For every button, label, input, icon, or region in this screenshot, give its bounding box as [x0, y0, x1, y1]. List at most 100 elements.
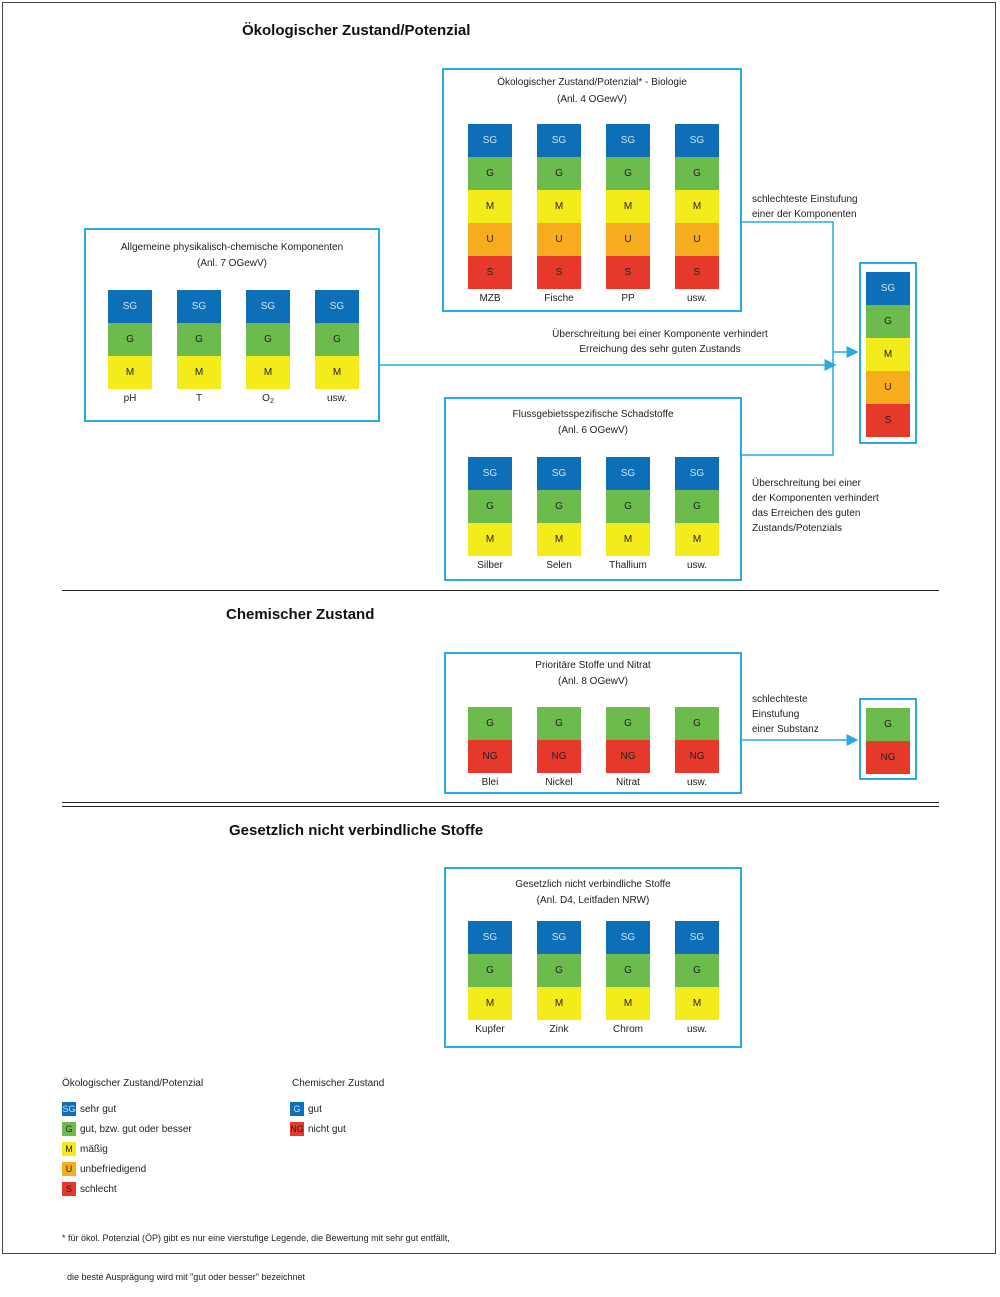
column-label: usw.	[662, 293, 732, 304]
rating-cell-sg: SG	[537, 124, 581, 157]
rating-cell-sg: SG	[537, 921, 581, 954]
legend-text: nicht gut	[308, 1123, 346, 1135]
legend-title-chemisch: Chemischer Zustand	[292, 1078, 385, 1089]
note-line: einer Substanz	[752, 724, 819, 735]
rating-cell-m: M	[675, 523, 719, 556]
rating-cell-g: G	[468, 954, 512, 987]
rating-cell-m: M	[537, 523, 581, 556]
rating-column: SG G M U S	[675, 124, 719, 289]
box-subtitle: (Anl. 4 OGewV)	[556, 94, 628, 105]
rating-cell-g: G	[606, 707, 650, 740]
legend-text: unbefriedigend	[80, 1163, 147, 1175]
note-schlechteste-einstufung: schlechteste Einstufung einer der Kompon…	[752, 192, 858, 222]
note-line: Überschreitung bei einer Komponente verh…	[552, 329, 768, 340]
rating-cell-ng: NG	[675, 740, 719, 773]
box-result-oekologisch: SG G M U S	[859, 262, 917, 444]
column-label: usw.	[662, 1024, 732, 1035]
column-label-text: PP	[621, 293, 635, 304]
column-label-text: Thallium	[609, 560, 647, 571]
box-physchem: Allgemeine physikalisch-chemische Kompon…	[84, 228, 380, 422]
rating-cell-s: S	[537, 256, 581, 289]
column-label-text: Chrom	[612, 1024, 643, 1035]
rating-cell-m: M	[468, 523, 512, 556]
rating-cell-g: G	[537, 707, 581, 740]
rating-cell-sg: SG	[468, 457, 512, 490]
rating-cell-m: M	[866, 338, 910, 371]
rating-cell-g: G	[177, 323, 221, 356]
footnote: * für ökol. Potenzial (ÖP) gibt es nur e…	[62, 1206, 450, 1297]
rating-column: SG G M U S	[468, 124, 512, 289]
column-label-text: Silber	[477, 560, 503, 571]
rating-column: SG G M	[606, 457, 650, 556]
column-label-text: O	[262, 393, 270, 404]
rating-column: SG G M	[177, 290, 221, 389]
rating-column: SG G M	[537, 457, 581, 556]
rating-cell-s: S	[468, 256, 512, 289]
note-line: der Komponenten verhindert	[752, 493, 879, 504]
rating-cell-g: G	[108, 323, 152, 356]
legend-text: sehr gut	[80, 1103, 117, 1115]
column-label-subscript: 2	[269, 398, 274, 405]
column-label: PP	[593, 293, 663, 304]
column-label: usw.	[302, 393, 372, 404]
column-label-text: Kupfer	[475, 1024, 505, 1035]
column-label: T	[164, 393, 234, 404]
note-schlechteste-substanz: schlechteste Einstufung einer Substanz	[752, 692, 819, 737]
note-line: einer der Komponenten	[752, 209, 857, 220]
rating-cell-g: G	[537, 157, 581, 190]
box-prioritaer: Prioritäre Stoffe und Nitrat (Anl. 8 OGe…	[444, 652, 742, 794]
rating-column: G NG	[675, 707, 719, 773]
legend-text: schlecht	[80, 1183, 117, 1195]
rating-cell-sg: SG	[606, 124, 650, 157]
divider	[62, 590, 939, 591]
box-biologie: Ökologischer Zustand/Potenzial* - Biolog…	[442, 68, 742, 312]
column-label: Fische	[524, 293, 594, 304]
column-label: pH	[95, 393, 165, 404]
column-label-text: Fische	[544, 293, 574, 304]
rating-cell-u: U	[468, 223, 512, 256]
column-label: Kupfer	[455, 1024, 525, 1035]
section-title-oekologisch: Ökologischer Zustand/Potenzial	[242, 22, 471, 39]
rating-cell-u: U	[675, 223, 719, 256]
column-label-text: usw.	[686, 560, 707, 571]
rating-cell-sg: SG	[606, 921, 650, 954]
column-label-text: Selen	[546, 560, 572, 571]
box-title: Allgemeine physikalisch-chemische Kompon…	[120, 242, 344, 253]
column-label: Thallium	[593, 560, 663, 571]
rating-cell-sg: SG	[468, 921, 512, 954]
rating-cell-sg: SG	[246, 290, 290, 323]
column-label: usw.	[662, 560, 732, 571]
box-title: Gesetzlich nicht verbindliche Stoffe	[515, 879, 671, 890]
note-line: schlechteste Einstufung	[752, 194, 858, 205]
column-label: Selen	[524, 560, 594, 571]
section-title-gesetzlich: Gesetzlich nicht verbindliche Stoffe	[229, 822, 484, 839]
note-line: Einstufung	[752, 709, 800, 720]
connector-arrows	[380, 221, 859, 746]
rating-cell-u: U	[866, 371, 910, 404]
rating-cell-g: G	[866, 708, 910, 741]
rating-column: G NG	[537, 707, 581, 773]
note-ueberschreitung-sehr-gut: Überschreitung bei einer Komponente verh…	[490, 327, 830, 357]
rating-cell-m: M	[606, 190, 650, 223]
footnote-line: * für ökol. Potenzial (ÖP) gibt es nur e…	[62, 1233, 450, 1243]
legend-swatch: G	[290, 1102, 304, 1116]
rating-column: SG G M	[108, 290, 152, 389]
rating-cell-ng: NG	[866, 741, 910, 774]
rating-cell-sg: SG	[315, 290, 359, 323]
legend-swatch: S	[62, 1182, 76, 1196]
legend-swatch: NG	[290, 1122, 304, 1136]
column-label-text: Nickel	[545, 777, 573, 788]
note-line: Erreichung des sehr guten Zustands	[579, 344, 741, 355]
rating-column: SG G M U S	[866, 272, 910, 437]
rating-cell-g: G	[537, 490, 581, 523]
rating-cell-m: M	[468, 190, 512, 223]
column-label-text: Nitrat	[616, 777, 640, 788]
rating-cell-m: M	[108, 356, 152, 389]
box-subtitle: (Anl. D4, Leitfaden NRW)	[536, 895, 650, 906]
legend-item: NG nicht gut	[290, 1122, 346, 1136]
rating-cell-sg: SG	[675, 124, 719, 157]
